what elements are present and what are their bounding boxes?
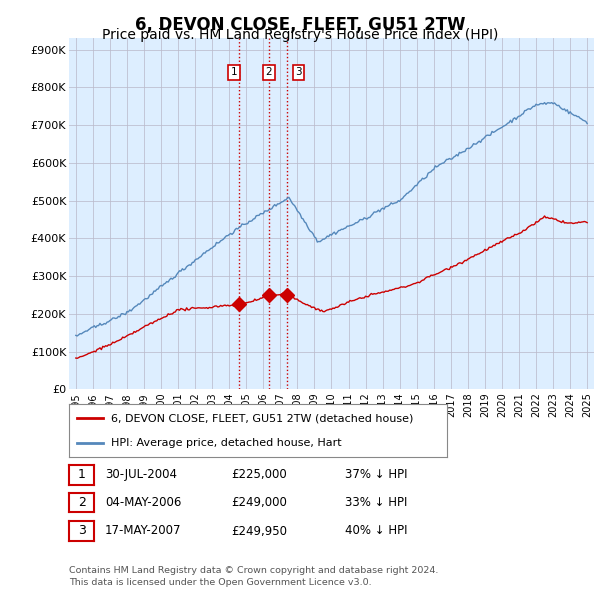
Text: 3: 3	[77, 525, 86, 537]
Text: 1: 1	[77, 468, 86, 481]
Text: Price paid vs. HM Land Registry's House Price Index (HPI): Price paid vs. HM Land Registry's House …	[102, 28, 498, 42]
Text: 30-JUL-2004: 30-JUL-2004	[105, 468, 177, 481]
Text: £249,950: £249,950	[231, 525, 287, 537]
Text: 6, DEVON CLOSE, FLEET, GU51 2TW (detached house): 6, DEVON CLOSE, FLEET, GU51 2TW (detache…	[110, 414, 413, 424]
Text: £249,000: £249,000	[231, 496, 287, 509]
Text: 37% ↓ HPI: 37% ↓ HPI	[345, 468, 407, 481]
Text: Contains HM Land Registry data © Crown copyright and database right 2024.
This d: Contains HM Land Registry data © Crown c…	[69, 566, 439, 587]
Text: £225,000: £225,000	[231, 468, 287, 481]
Text: 3: 3	[295, 67, 302, 77]
Text: 1: 1	[230, 67, 237, 77]
Text: 2: 2	[77, 496, 86, 509]
Text: 6, DEVON CLOSE, FLEET, GU51 2TW: 6, DEVON CLOSE, FLEET, GU51 2TW	[135, 16, 465, 34]
Text: 17-MAY-2007: 17-MAY-2007	[105, 525, 182, 537]
Text: HPI: Average price, detached house, Hart: HPI: Average price, detached house, Hart	[110, 438, 341, 448]
Text: 2: 2	[266, 67, 272, 77]
Text: 04-MAY-2006: 04-MAY-2006	[105, 496, 181, 509]
Text: 33% ↓ HPI: 33% ↓ HPI	[345, 496, 407, 509]
Text: 40% ↓ HPI: 40% ↓ HPI	[345, 525, 407, 537]
